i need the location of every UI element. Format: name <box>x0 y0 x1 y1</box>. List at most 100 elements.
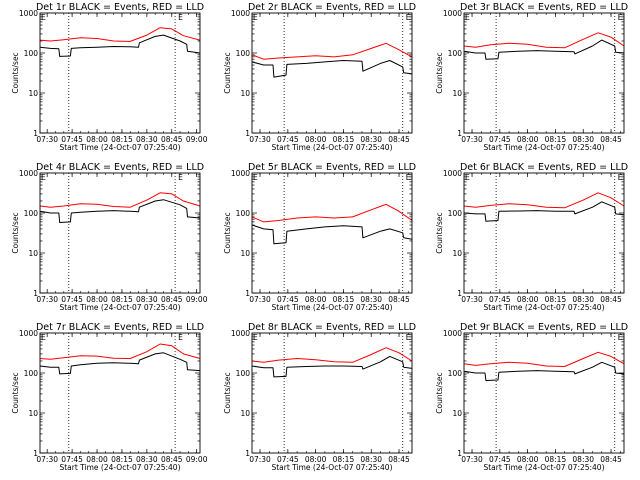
x-tick-label: 07:30 <box>36 455 58 464</box>
y-tick-label: 100 <box>24 49 39 58</box>
y-tick-label: 100 <box>24 209 39 218</box>
panel-title: Det 4r BLACK = Events, RED = LLD <box>36 162 204 173</box>
x-tick-label: 08:15 <box>545 135 567 144</box>
events-series-line <box>39 34 201 57</box>
corner-mark-left: E <box>253 13 258 22</box>
x-axis-label: Start Time (24-Oct-07 07:25:40) <box>271 303 392 312</box>
y-axis-label: Counts/sec <box>223 212 232 253</box>
x-tick-label: 08:00 <box>305 295 327 304</box>
y-axis-label: Counts/sec <box>11 372 20 413</box>
panel-title: Det 8r BLACK = Events, RED = LLD <box>248 322 416 333</box>
x-tick-label: 08:15 <box>333 455 355 464</box>
plot-frame <box>39 12 201 134</box>
y-tick-label: 1000 <box>19 169 38 178</box>
x-tick-label: 08:45 <box>161 455 183 464</box>
y-tick-label: 10 <box>240 249 250 258</box>
y-tick-label: 1 <box>33 449 38 458</box>
corner-mark-left: E <box>41 13 46 22</box>
x-tick-label: 07:45 <box>61 135 83 144</box>
y-tick-label: 10 <box>240 409 250 418</box>
plot-frame <box>463 332 625 454</box>
y-tick-label: 100 <box>24 369 39 378</box>
panel-det-5: Det 5r BLACK = Events, RED = LLD 1 10 100 10… <box>223 162 416 312</box>
corner-mark-right: E <box>406 333 411 342</box>
x-axis-label: Start Time (24-Oct-07 07:25:40) <box>59 303 180 312</box>
lld-series-line <box>251 347 413 363</box>
x-tick-label: 08:30 <box>360 295 382 304</box>
x-tick-label: 08:00 <box>517 295 539 304</box>
y-axis-label: Counts/sec <box>435 372 444 413</box>
y-tick-label: 100 <box>236 49 251 58</box>
x-tick-label: 08:45 <box>600 135 622 144</box>
x-axis-label: Start Time (24-Oct-07 07:25:40) <box>59 463 180 472</box>
y-tick-label: 100 <box>448 369 463 378</box>
y-tick-label: 10 <box>28 249 38 258</box>
x-tick-label: 08:45 <box>600 295 622 304</box>
x-tick-label: 08:00 <box>305 135 327 144</box>
panel-title: Det 3r BLACK = Events, RED = LLD <box>460 2 628 13</box>
lld-series-line <box>39 343 201 360</box>
y-tick-label: 100 <box>236 369 251 378</box>
x-tick-label: 07:30 <box>249 455 271 464</box>
y-tick-label: 1 <box>245 129 250 138</box>
x-tick-label: 07:45 <box>489 455 511 464</box>
corner-mark-left: E <box>41 333 46 342</box>
events-series-line <box>251 355 413 378</box>
plot-frame <box>39 332 201 454</box>
y-axis-label: Counts/sec <box>11 52 20 93</box>
x-tick-label: 07:30 <box>461 135 483 144</box>
x-tick-label: 07:30 <box>461 295 483 304</box>
y-tick-label: 10 <box>28 409 38 418</box>
panel-det-6: Det 6r BLACK = Events, RED = LLD 1 10 100 10… <box>435 162 628 312</box>
corner-mark-right: E <box>618 13 623 22</box>
y-axis-label: Counts/sec <box>223 52 232 93</box>
y-tick-label: 1 <box>33 129 38 138</box>
panel-det-3: Det 3r BLACK = Events, RED = LLD 1 10 100 10… <box>435 2 628 152</box>
events-series-line <box>463 39 625 60</box>
x-tick-label: 08:15 <box>111 295 133 304</box>
y-tick-label: 10 <box>452 89 462 98</box>
corner-mark-right: E <box>618 173 623 182</box>
y-axis-label: Counts/sec <box>223 372 232 413</box>
x-tick-label: 08:45 <box>600 455 622 464</box>
y-axis-label: Counts/sec <box>435 52 444 93</box>
panel-det-2: Det 2r BLACK = Events, RED = LLD 1 10 100 10… <box>223 2 416 152</box>
panel-title: Det 7r BLACK = Events, RED = LLD <box>36 322 204 333</box>
events-series-line <box>39 352 201 375</box>
x-axis-label: Start Time (24-Oct-07 07:25:40) <box>59 143 180 152</box>
corner-mark-right: E <box>178 13 183 22</box>
y-tick-label: 1000 <box>231 169 250 178</box>
panel-det-8: Det 8r BLACK = Events, RED = LLD 1 10 100 10… <box>223 322 416 472</box>
x-tick-label: 07:45 <box>277 455 299 464</box>
y-tick-label: 1000 <box>19 9 38 18</box>
y-tick-label: 10 <box>240 89 250 98</box>
x-tick-label: 08:15 <box>111 135 133 144</box>
x-tick-label: 08:15 <box>333 135 355 144</box>
x-tick-label: 08:30 <box>136 455 158 464</box>
x-tick-label: 09:00 <box>186 295 208 304</box>
x-tick-label: 08:00 <box>86 135 108 144</box>
panel-title: Det 5r BLACK = Events, RED = LLD <box>248 162 416 173</box>
corner-mark-right: E <box>178 173 183 182</box>
plot-frame <box>251 12 413 134</box>
y-tick-label: 100 <box>448 209 463 218</box>
x-axis-label: Start Time (24-Oct-07 07:25:40) <box>483 303 604 312</box>
panel-det-9: Det 9r BLACK = Events, RED = LLD 1 10 100 10… <box>435 322 628 472</box>
y-tick-label: 10 <box>452 249 462 258</box>
x-tick-label: 07:30 <box>36 135 58 144</box>
panel-title: Det 9r BLACK = Events, RED = LLD <box>460 322 628 333</box>
panel-det-4: Det 4r BLACK = Events, RED = LLD 1 10 100 10… <box>11 162 208 312</box>
x-tick-label: 09:00 <box>186 455 208 464</box>
lld-series-line <box>251 203 413 223</box>
y-tick-label: 1 <box>245 449 250 458</box>
x-tick-label: 08:45 <box>388 135 410 144</box>
x-tick-label: 07:30 <box>461 455 483 464</box>
y-tick-label: 1000 <box>443 9 462 18</box>
x-tick-label: 08:15 <box>545 295 567 304</box>
lld-series-line <box>463 32 625 49</box>
x-tick-label: 08:30 <box>572 135 594 144</box>
x-tick-label: 08:45 <box>388 455 410 464</box>
y-tick-label: 1000 <box>443 169 462 178</box>
events-series-line <box>251 60 413 78</box>
